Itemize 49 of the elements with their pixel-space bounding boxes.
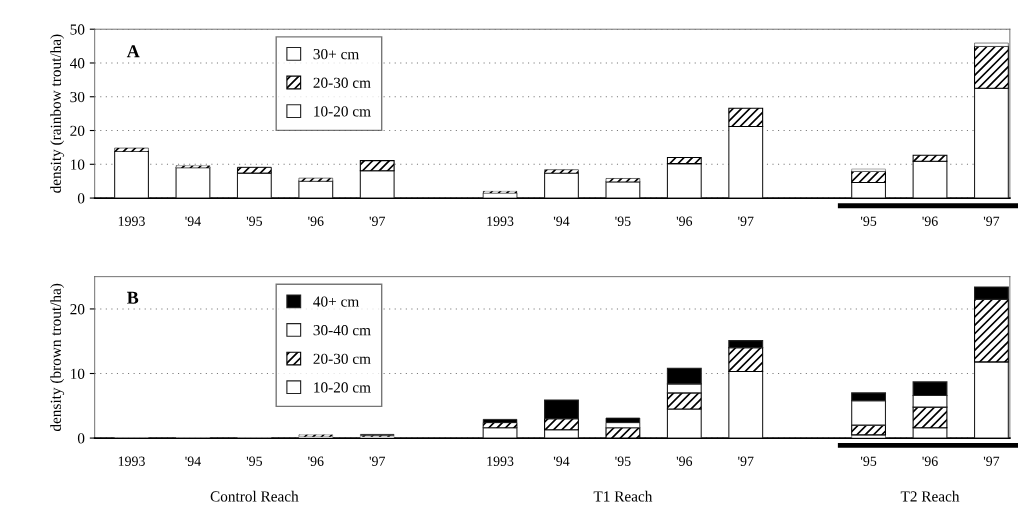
x-tick-label: '96 — [308, 456, 324, 466]
legend-label: 20-30 cm — [313, 77, 371, 88]
legend-label: 40+ cm — [313, 296, 359, 307]
x-tick-label: '97 — [369, 216, 386, 226]
y-tick-label: 0 — [77, 193, 85, 204]
y-tick-label: 20 — [70, 304, 85, 315]
x-tick-label: '95 — [860, 216, 877, 226]
text: T1 Reach — [593, 490, 653, 502]
annotation: B — [127, 291, 139, 304]
legend-label: 10-20 cm — [314, 106, 371, 117]
legend-label: 30+ cm — [313, 48, 359, 60]
x-tick-label: '95 — [246, 216, 263, 226]
x-tick-label: '96 — [676, 456, 693, 466]
x-tick-label: '94 — [553, 456, 570, 466]
y-tick-label: 0 — [77, 433, 85, 444]
x-tick-label: '97 — [738, 216, 754, 226]
x-tick-label: '95 — [860, 456, 877, 466]
text: T2 Reach — [900, 490, 960, 502]
x-tick-label: '97 — [369, 456, 386, 466]
x-tick-label: '96 — [308, 216, 324, 226]
y-tick-label: 50 — [70, 24, 85, 35]
x-tick-label: '95 — [615, 216, 631, 226]
x-tick-label: '96 — [922, 216, 938, 226]
y-axis-title: density (rainbow trout/ha) — [50, 34, 65, 193]
y-tick-label: 10 — [71, 368, 85, 379]
y-tick-label: 20 — [70, 125, 85, 136]
x-tick-label: '95 — [615, 456, 631, 466]
text: Control Reach — [210, 490, 299, 502]
x-tick-label: '97 — [738, 456, 754, 466]
legend-label: 10-20 cm — [314, 382, 371, 393]
legend-label: 20-30 cm — [313, 353, 371, 364]
legend-label: 30-40 cm — [313, 325, 371, 336]
x-tick-label: 1993 — [487, 456, 514, 466]
x-tick-label: '94 — [185, 216, 201, 226]
y-tick-label: 40 — [69, 58, 85, 69]
y-axis-title: density (brown trout/ha) — [50, 283, 65, 432]
x-tick-label: '94 — [553, 216, 570, 226]
x-tick-label: 1993 — [118, 456, 145, 466]
annotation: A — [126, 45, 140, 58]
y-tick-label: 30 — [70, 91, 85, 103]
y-tick-label: 10 — [71, 159, 85, 170]
x-tick-label: '94 — [185, 456, 201, 466]
x-tick-label: '97 — [983, 456, 1000, 466]
x-tick-label: '97 — [983, 216, 1000, 226]
x-tick-label: '96 — [676, 216, 693, 226]
x-tick-label: '95 — [246, 456, 263, 466]
x-tick-label: 1993 — [487, 216, 514, 226]
x-tick-label: '96 — [922, 456, 938, 466]
x-tick-label: 1993 — [118, 216, 145, 226]
